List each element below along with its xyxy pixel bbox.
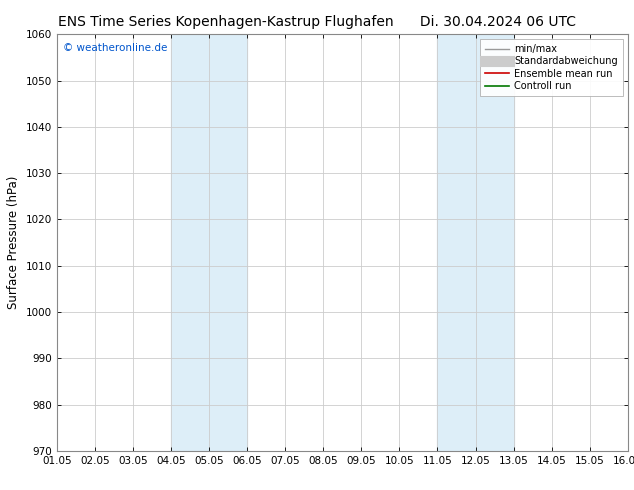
Text: ENS Time Series Kopenhagen-Kastrup Flughafen      Di. 30.04.2024 06 UTC: ENS Time Series Kopenhagen-Kastrup Flugh… [58, 15, 576, 29]
Legend: min/max, Standardabweichung, Ensemble mean run, Controll run: min/max, Standardabweichung, Ensemble me… [481, 39, 623, 96]
Y-axis label: Surface Pressure (hPa): Surface Pressure (hPa) [8, 176, 20, 309]
Bar [437, 34, 514, 451]
Text: © weatheronline.de: © weatheronline.de [63, 43, 167, 52]
Bar [171, 34, 247, 451]
